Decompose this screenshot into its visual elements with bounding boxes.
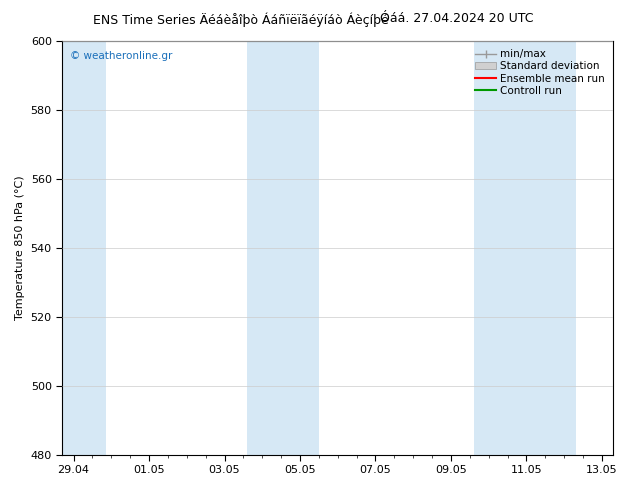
Text: © weatheronline.gr: © weatheronline.gr [70, 51, 173, 61]
Text: Óáá. 27.04.2024 20 UTC: Óáá. 27.04.2024 20 UTC [380, 12, 533, 25]
Bar [62, 41, 106, 455]
Bar [474, 41, 576, 455]
Legend: min/max, Standard deviation, Ensemble mean run, Controll run: min/max, Standard deviation, Ensemble me… [472, 46, 608, 99]
Text: ENS Time Series Äéáèåîþò Ááñïëïãéÿíáò Áèçíþé: ENS Time Series Äéáèåîþò Ááñïëïãéÿíáò Áè… [93, 12, 389, 27]
Y-axis label: Temperature 850 hPa (°C): Temperature 850 hPa (°C) [15, 175, 25, 320]
Bar [247, 41, 319, 455]
